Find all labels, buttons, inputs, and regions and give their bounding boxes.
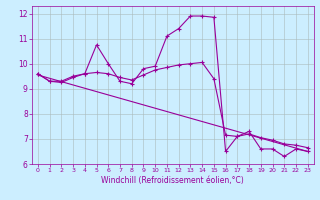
X-axis label: Windchill (Refroidissement éolien,°C): Windchill (Refroidissement éolien,°C) — [101, 176, 244, 185]
